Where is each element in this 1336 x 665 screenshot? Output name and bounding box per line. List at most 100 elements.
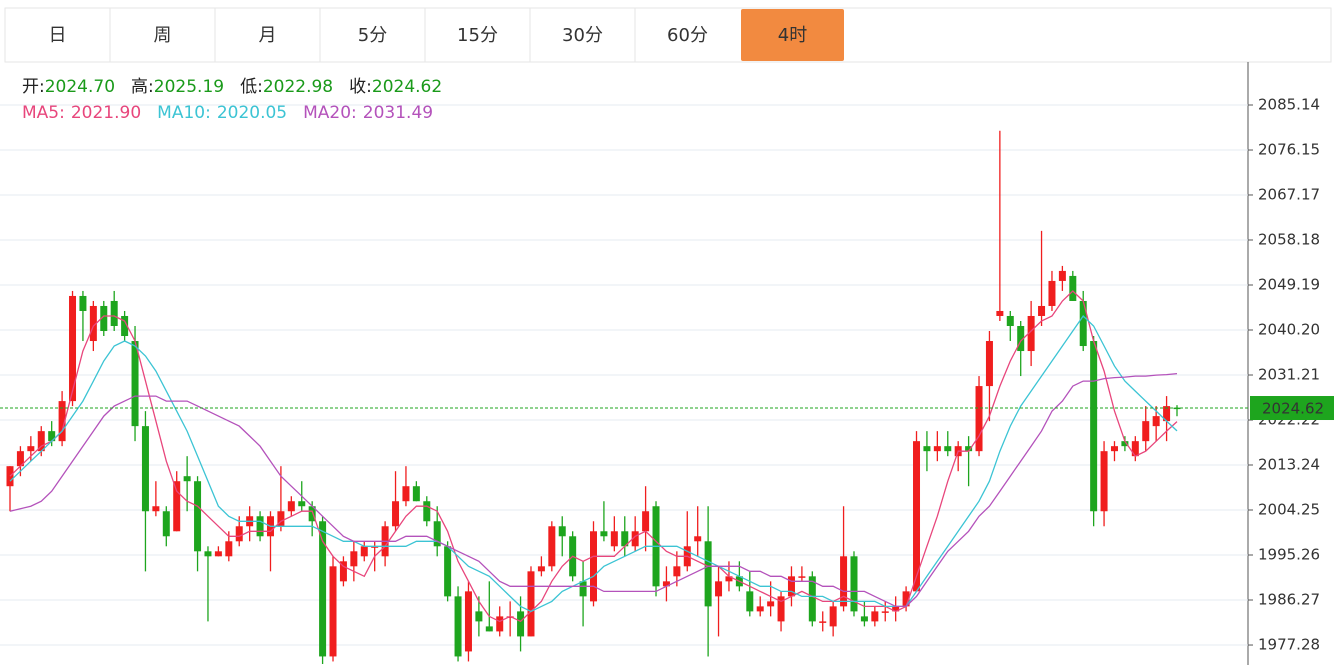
candle-body (1121, 441, 1129, 447)
candle-body (475, 611, 483, 622)
candle-body (1110, 446, 1118, 452)
candle-body (913, 441, 921, 592)
candle-body (371, 546, 379, 548)
y-tick-label: 2067.17 (1258, 185, 1320, 203)
y-tick-label: 2013.24 (1258, 455, 1320, 473)
candle-body (89, 305, 97, 342)
candle-body (350, 551, 358, 567)
y-tick-label: 2040.20 (1258, 321, 1320, 339)
candle-body (871, 611, 879, 622)
tab[interactable]: 4时 (778, 25, 807, 46)
last-price-label: 2024.62 (1262, 400, 1324, 418)
candle-body (1069, 275, 1077, 301)
y-tick-label: 2085.14 (1258, 96, 1320, 114)
tab-bar (4, 7, 1332, 63)
candle-body (1163, 406, 1171, 422)
candle-body (537, 566, 545, 572)
candle-body (162, 511, 170, 537)
candle-body (840, 556, 848, 607)
tab[interactable]: 日 (49, 25, 67, 46)
tab[interactable]: 15分 (457, 25, 498, 46)
candle-body (1079, 300, 1087, 347)
candle-body (444, 546, 452, 597)
candle-body (631, 531, 639, 547)
candle-body (923, 446, 931, 452)
candle-body (48, 431, 56, 442)
candle-body (548, 526, 556, 567)
candle-body (694, 536, 702, 542)
ma-legend-value: 2020.05 (217, 103, 287, 123)
y-tick-label: 2076.15 (1258, 141, 1320, 159)
candle-body (79, 295, 87, 311)
y-tick-label: 2058.18 (1258, 230, 1320, 248)
candle-body (194, 481, 202, 552)
candle-body (423, 501, 431, 522)
candle-body (1006, 315, 1014, 327)
info-value: 2024.62 (372, 77, 442, 97)
candle-body (1090, 341, 1098, 512)
candle-body (58, 401, 66, 442)
candle-body (975, 386, 983, 452)
candle-body (933, 446, 941, 452)
candle-body (1131, 441, 1139, 457)
tab[interactable]: 月 (259, 25, 277, 46)
candle-body (496, 616, 504, 632)
candle-body (433, 521, 441, 547)
last-price-tag (1250, 396, 1334, 421)
candle-body (746, 591, 754, 612)
candle-body (329, 566, 337, 657)
candle-body (662, 581, 670, 587)
y-tick-label: 2004.25 (1258, 500, 1320, 518)
candle-body (725, 576, 733, 582)
candle-body (392, 501, 400, 527)
candle-body (287, 501, 295, 512)
candle-body (704, 541, 712, 607)
candle-body (204, 551, 212, 557)
y-tick-label: 1986.27 (1258, 591, 1320, 609)
candle-body (1058, 270, 1066, 281)
tab[interactable]: 60分 (667, 25, 708, 46)
candle-body (819, 621, 827, 623)
y-tick-label: 1995.26 (1258, 546, 1320, 564)
ma-line (9, 372, 1178, 608)
candle-body (517, 611, 525, 637)
ma-legend-label: MA20: (303, 103, 357, 123)
tab[interactable]: 5分 (358, 25, 387, 46)
candle-body (131, 341, 139, 427)
info-label: 高: (131, 77, 154, 97)
candle-body (37, 431, 45, 452)
candle-body (965, 446, 973, 452)
candle-body (1048, 280, 1056, 306)
candle-body (1017, 326, 1025, 352)
y-tick-label: 2049.19 (1258, 275, 1320, 293)
candle-body (152, 506, 160, 512)
candle-body (610, 531, 618, 547)
candle-body (121, 315, 129, 337)
info-value: 2022.98 (263, 77, 333, 97)
candle-body (1142, 421, 1150, 442)
candle-body (808, 576, 816, 622)
candle-body (787, 576, 795, 597)
candle-body (298, 501, 306, 507)
candle-body (256, 516, 264, 537)
ma-line (9, 315, 1178, 613)
candle-body (1152, 416, 1160, 427)
candle-body (464, 591, 472, 652)
info-label: 开: (22, 77, 45, 97)
candle-body (881, 611, 889, 613)
candle-body (860, 616, 868, 622)
ma-line (9, 290, 1178, 623)
candle-body (892, 606, 900, 612)
tab[interactable]: 30分 (562, 25, 603, 46)
candle-body (319, 521, 327, 657)
candle-body (579, 581, 587, 597)
ma-legend-value: 2021.90 (71, 103, 141, 123)
info-label: 低: (240, 77, 263, 97)
tab[interactable]: 周 (154, 25, 172, 46)
candle-body (412, 486, 420, 502)
candle-body (69, 295, 77, 402)
candle-body (590, 531, 597, 602)
candle-body (600, 531, 608, 537)
